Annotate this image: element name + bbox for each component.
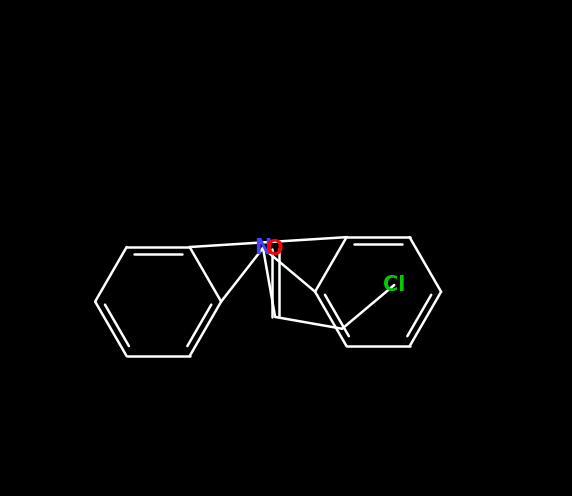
Text: O: O xyxy=(267,239,284,259)
Text: Cl: Cl xyxy=(383,275,406,295)
Text: N: N xyxy=(255,238,272,258)
